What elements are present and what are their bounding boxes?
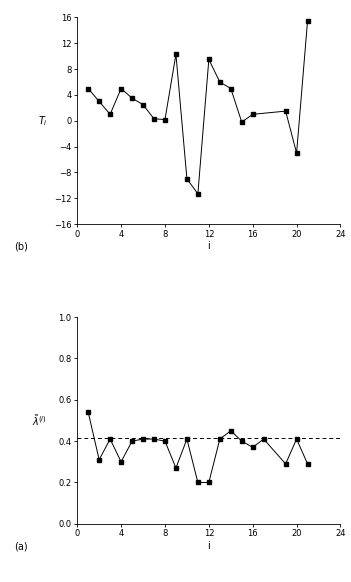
Y-axis label: $\tilde{\lambda}^{(i)}$: $\tilde{\lambda}^{(i)}$ — [32, 413, 46, 428]
X-axis label: i: i — [207, 541, 210, 551]
Text: (b): (b) — [14, 242, 28, 251]
Text: (a): (a) — [14, 541, 28, 551]
Y-axis label: $T_i$: $T_i$ — [38, 114, 48, 127]
X-axis label: i: i — [207, 242, 210, 251]
